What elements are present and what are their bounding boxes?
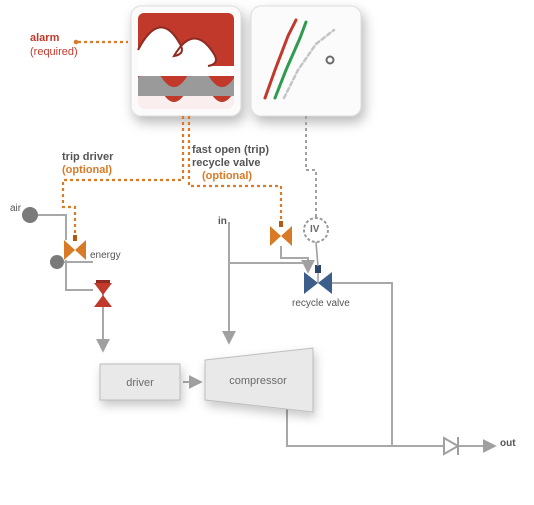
driver-label: driver xyxy=(126,377,154,389)
performance-panel xyxy=(251,6,361,116)
fast-open-label: fast open (trip) xyxy=(192,144,269,157)
trip-driver-label: trip driver xyxy=(62,151,113,164)
iv-signal-line xyxy=(306,116,316,218)
compressor-label: compressor xyxy=(229,375,287,387)
red-valve-energy xyxy=(94,280,112,307)
trip-driver-optional-label: (optional) xyxy=(62,164,112,177)
diagram-svg: driver compressor xyxy=(0,0,534,505)
alarm-required-label: (required) xyxy=(30,46,78,59)
compressor-block: compressor xyxy=(205,348,313,412)
check-valve xyxy=(444,437,458,455)
air-label: air xyxy=(10,203,21,215)
out-label: out xyxy=(500,438,516,450)
diagram-root: driver compressor alarm (required) trip … xyxy=(0,0,534,505)
orange-valve-trip xyxy=(270,221,292,246)
fast-open-optional-label: (optional) xyxy=(202,170,252,183)
trip-driver-line xyxy=(63,116,183,238)
iv-label: IV xyxy=(310,224,319,236)
driver-block: driver xyxy=(100,364,180,400)
recycle-valve-small-label: recycle valve xyxy=(292,298,350,310)
surge-panel xyxy=(131,6,241,116)
air-node xyxy=(22,207,38,223)
energy-node xyxy=(50,255,64,269)
energy-label: energy xyxy=(90,250,121,262)
orange-valve-air xyxy=(64,235,86,260)
recycle-valve-label: recycle valve xyxy=(192,157,261,170)
alarm-label: alarm xyxy=(30,32,59,45)
in-label: in xyxy=(218,216,227,228)
